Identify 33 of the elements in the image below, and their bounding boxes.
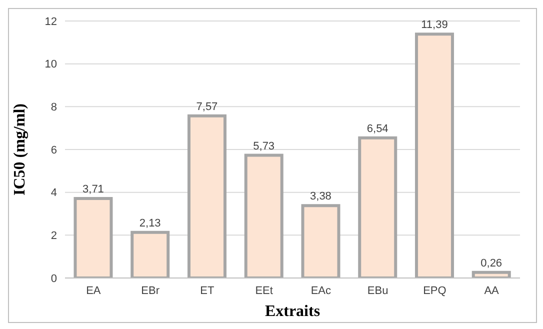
y-tick-label: 12 bbox=[44, 16, 57, 28]
y-axis-title: IC50 (mg/ml) bbox=[12, 104, 29, 196]
x-tick-label: EPQ bbox=[423, 284, 447, 297]
data-label: 2,13 bbox=[139, 217, 161, 230]
y-tick-label: 6 bbox=[50, 144, 57, 156]
y-tick-label: 10 bbox=[44, 58, 57, 71]
y-tick-label: 2 bbox=[50, 230, 57, 242]
bar bbox=[414, 32, 454, 278]
data-label: 11,39 bbox=[421, 19, 448, 32]
bar bbox=[187, 114, 226, 278]
y-tick-label: 0 bbox=[50, 272, 57, 285]
bar bbox=[358, 136, 398, 278]
x-tick-label: EBu bbox=[367, 284, 388, 297]
data-label: 0,26 bbox=[480, 257, 502, 270]
data-label: 3,71 bbox=[82, 184, 104, 196]
x-tick-label: EBr bbox=[141, 284, 160, 297]
data-label: 5,73 bbox=[253, 140, 275, 152]
data-label: 7,57 bbox=[196, 100, 218, 113]
data-label: 6,54 bbox=[366, 122, 388, 135]
x-tick-label: AA bbox=[484, 284, 500, 297]
x-tick-label: EAc bbox=[310, 284, 332, 297]
bar bbox=[472, 270, 511, 278]
x-tick-label: EA bbox=[86, 284, 102, 297]
x-axis-title: Extraits bbox=[264, 303, 320, 320]
bar bbox=[244, 154, 284, 278]
bar bbox=[130, 230, 170, 278]
x-tick-label: ET bbox=[200, 284, 214, 297]
y-tick-label: 8 bbox=[50, 102, 57, 114]
y-tick-label: 4 bbox=[50, 187, 57, 200]
data-label: 3,38 bbox=[310, 190, 332, 203]
bar bbox=[74, 197, 113, 278]
bar bbox=[301, 204, 340, 278]
x-tick-label: EEt bbox=[255, 284, 273, 297]
